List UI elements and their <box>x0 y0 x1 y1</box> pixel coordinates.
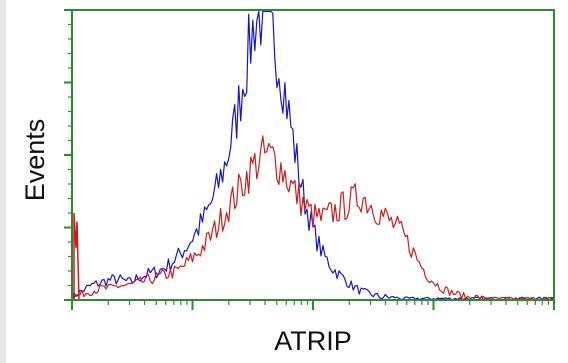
y-axis-title: Events <box>20 119 50 202</box>
plot-frame <box>71 9 555 301</box>
baseline-spike <box>73 212 80 301</box>
x-axis-title: ATRIP <box>274 326 352 356</box>
plot-area <box>72 10 554 300</box>
left-border-strip <box>0 0 6 363</box>
